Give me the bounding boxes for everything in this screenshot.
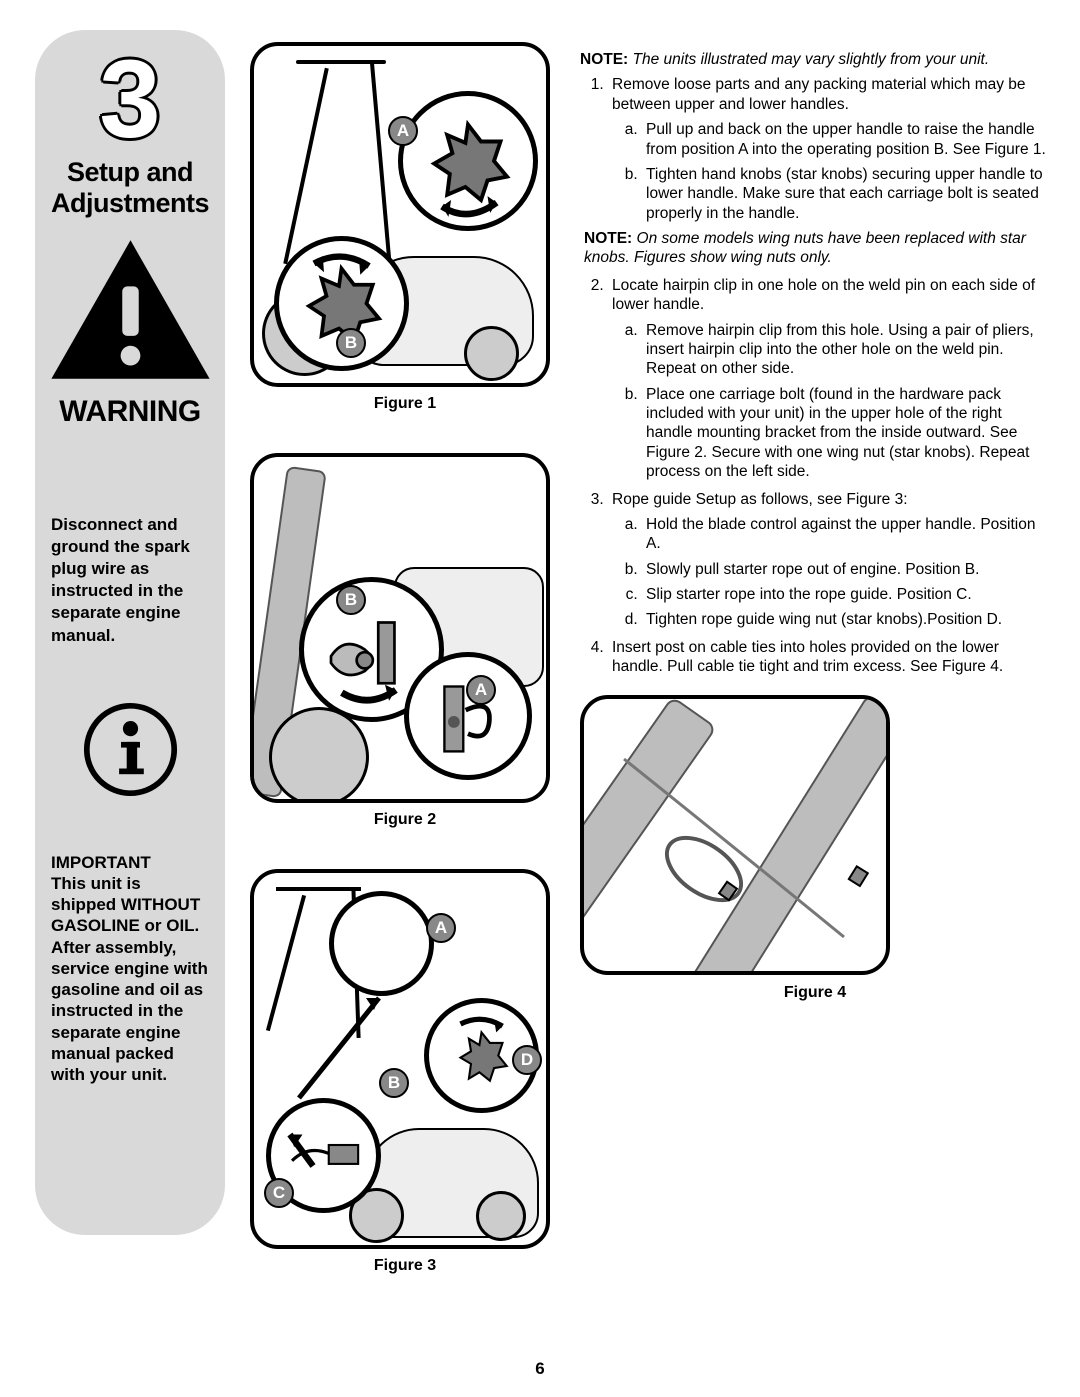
sidebar-panel: 3 Setup and Adjustments WARNING Disconne…: [35, 30, 225, 1235]
important-label: IMPORTANT: [51, 853, 151, 872]
callout-b: B: [336, 328, 366, 358]
instructions-column: NOTE: The units illustrated may vary sli…: [580, 50, 1050, 1003]
step-1-sub: Pull up and back on the upper handle to …: [612, 120, 1050, 223]
section-title: Setup and Adjustments: [45, 157, 215, 219]
main-steps-list: Remove loose parts and any packing mater…: [580, 75, 1050, 676]
callout-b: B: [336, 585, 366, 615]
warning-triangle-icon: [48, 237, 213, 382]
figure-1: A B: [250, 42, 550, 387]
step-3b: Slowly pull starter rope out of engine. …: [642, 560, 1050, 579]
figure-3: A D C B: [250, 869, 550, 1249]
figure-4-caption: Figure 4: [580, 983, 1050, 1003]
warning-label: WARNING: [45, 395, 215, 429]
manual-page: 3 Setup and Adjustments WARNING Disconne…: [0, 0, 1080, 1397]
step-1b: Tighten hand knobs (star knobs) securing…: [642, 165, 1050, 223]
callout-a: A: [388, 116, 418, 146]
note-1: NOTE: The units illustrated may vary sli…: [580, 50, 1050, 69]
step-3a: Hold the blade control against the upper…: [642, 515, 1050, 554]
warning-text: Disconnect and ground the spark plug wir…: [51, 514, 209, 647]
step-2-sub: Remove hairpin clip from this hole. Usin…: [612, 321, 1050, 482]
cable-tie-icon: [584, 699, 886, 971]
knob-icon: [403, 96, 533, 226]
callout-c: C: [264, 1178, 294, 1208]
step-1: Remove loose parts and any packing mater…: [608, 75, 1050, 267]
info-icon: [83, 702, 178, 797]
figure-2: B A: [250, 453, 550, 803]
callout-a: A: [466, 675, 496, 705]
figures-column: A B Figure 1: [250, 42, 560, 1275]
important-text: IMPORTANT This unit is shipped WITHOUT G…: [51, 852, 209, 1086]
figure-4: [580, 695, 890, 975]
figure-1-caption: Figure 1: [250, 395, 560, 413]
figure-2-caption: Figure 2: [250, 811, 560, 829]
figure-3-caption: Figure 3: [250, 1257, 560, 1275]
step-3c: Slip starter rope into the rope guide. P…: [642, 585, 1050, 604]
step-2b: Place one carriage bolt (found in the ha…: [642, 385, 1050, 482]
note-2: NOTE: On some models wing nuts have been…: [584, 229, 1050, 268]
step-3d: Tighten rope guide wing nut (star knobs)…: [642, 610, 1050, 629]
step-2a: Remove hairpin clip from this hole. Usin…: [642, 321, 1050, 379]
callout-a: A: [426, 913, 456, 943]
callout-d: D: [512, 1045, 542, 1075]
step-4: Insert post on cable ties into holes pro…: [608, 638, 1050, 677]
step-1a: Pull up and back on the upper handle to …: [642, 120, 1050, 159]
arrow-icon: [284, 988, 404, 1118]
step-2: Locate hairpin clip in one hole on the w…: [608, 276, 1050, 482]
page-number: 6: [0, 1359, 1080, 1379]
step-3: Rope guide Setup as follows, see Figure …: [608, 490, 1050, 630]
step-3-sub: Hold the blade control against the upper…: [612, 515, 1050, 630]
step-number: 3: [45, 45, 215, 155]
hairpin-icon: [409, 657, 527, 775]
